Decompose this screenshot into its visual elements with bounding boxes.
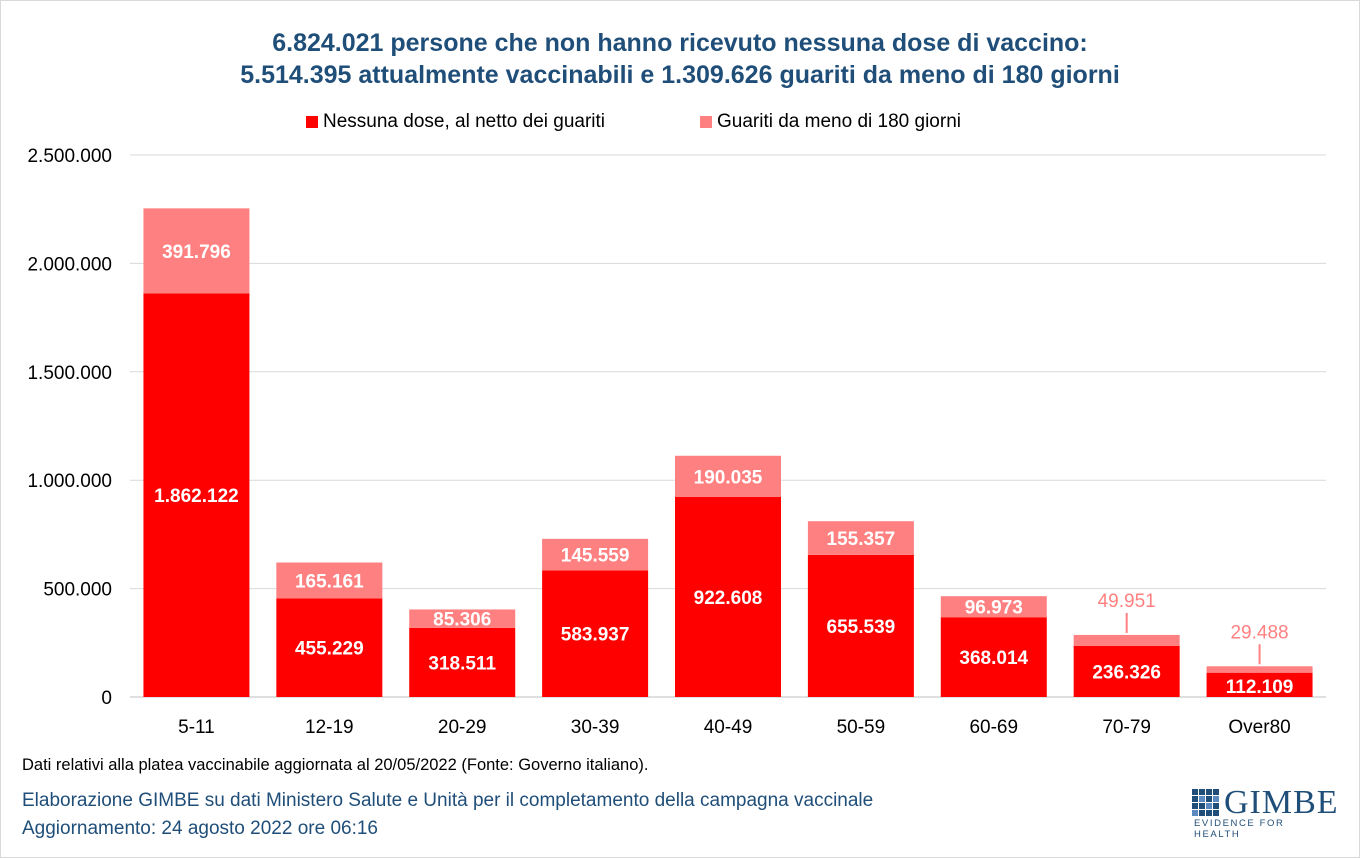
gimbe-logo: GIMBE EVIDENCE FOR HEALTH xyxy=(1192,785,1338,840)
bar-guariti xyxy=(1073,634,1180,646)
bar-guariti xyxy=(276,562,383,599)
x-tick-label: 40-49 xyxy=(704,717,753,738)
y-tick-label: 2.500.000 xyxy=(27,146,112,167)
data-label-guariti: 85.306 xyxy=(433,610,491,631)
y-tick-label: 2.000.000 xyxy=(27,254,112,275)
data-label-guariti: 391.796 xyxy=(162,242,231,263)
data-label-nessuna-dose: 455.229 xyxy=(295,639,364,660)
bar-nessuna-dose xyxy=(1206,672,1313,697)
data-label-guariti: 29.488 xyxy=(1230,622,1288,643)
data-label-guariti: 49.951 xyxy=(1098,591,1156,612)
data-label-guariti: 165.161 xyxy=(295,571,364,592)
x-tick-label: 60-69 xyxy=(969,717,1018,738)
gimbe-logo-name: GIMBE xyxy=(1224,784,1339,821)
data-label-nessuna-dose: 922.608 xyxy=(694,588,763,609)
bar-nessuna-dose xyxy=(675,496,781,697)
legend-swatch-guariti xyxy=(700,116,712,128)
bar-nessuna-dose xyxy=(143,293,250,697)
gimbe-logo-tagline: EVIDENCE FOR HEALTH xyxy=(1194,818,1285,840)
data-label-guariti: 145.559 xyxy=(561,546,630,567)
y-tick-label: 1.500.000 xyxy=(27,363,112,384)
data-label-guariti: 96.973 xyxy=(965,598,1023,619)
bar-guariti xyxy=(940,596,1047,618)
legend: Nessuna dose, al netto dei guariti Guari… xyxy=(0,110,1360,134)
legend-label-nessuna-dose: Nessuna dose, al netto dei guariti xyxy=(323,111,606,132)
legend-swatch-nessuna-dose xyxy=(306,116,318,128)
bar-nessuna-dose xyxy=(542,570,649,697)
gimbe-logo-icon xyxy=(1192,789,1219,816)
x-tick-label: Over80 xyxy=(1228,717,1290,738)
bar-guariti xyxy=(807,521,914,555)
chart-title-line2: 5.514.395 attualmente vaccinabili e 1.30… xyxy=(240,61,1120,89)
data-label-guariti: 155.357 xyxy=(827,529,896,550)
data-label-nessuna-dose: 236.326 xyxy=(1092,662,1161,683)
data-label-nessuna-dose: 655.539 xyxy=(827,617,896,638)
bar-guariti xyxy=(1206,666,1313,673)
x-tick-label: 12-19 xyxy=(305,717,354,738)
y-tick-label: 1.000.000 xyxy=(27,471,112,492)
data-label-nessuna-dose: 318.511 xyxy=(428,653,496,674)
x-tick-label: 70-79 xyxy=(1102,717,1151,738)
bar-guariti xyxy=(542,538,649,571)
bar-guariti xyxy=(143,208,250,294)
bar-nessuna-dose xyxy=(409,627,516,697)
data-label-nessuna-dose: 368.014 xyxy=(959,648,1028,669)
y-tick-label: 500.000 xyxy=(43,580,112,601)
data-note: Dati relativi alla platea vaccinabile ag… xyxy=(22,756,649,774)
x-tick-label: 20-29 xyxy=(438,717,487,738)
bar-guariti xyxy=(675,455,781,497)
source-line: Elaborazione GIMBE su dati Ministero Sal… xyxy=(22,790,874,811)
data-label-nessuna-dose: 112.109 xyxy=(1226,677,1294,698)
data-label-nessuna-dose: 583.937 xyxy=(561,625,630,646)
bar-nessuna-dose xyxy=(276,598,383,697)
x-tick-label: 50-59 xyxy=(837,717,886,738)
x-tick-label: 5-11 xyxy=(178,717,215,738)
legend-label-guariti: Guariti da meno di 180 giorni xyxy=(717,111,961,132)
y-tick-label: 0 xyxy=(101,688,112,709)
update-line: Aggiornamento: 24 agosto 2022 ore 06:16 xyxy=(22,818,378,839)
bar-nessuna-dose xyxy=(807,554,914,697)
data-label-guariti: 190.035 xyxy=(694,467,763,488)
bar-guariti xyxy=(409,609,516,628)
bar-nessuna-dose xyxy=(1073,645,1180,697)
x-tick-label: 30-39 xyxy=(571,717,620,738)
data-label-nessuna-dose: 1.862.122 xyxy=(154,486,239,507)
chart-title-line1: 6.824.021 persone che non hanno ricevuto… xyxy=(272,29,1088,57)
bar-nessuna-dose xyxy=(940,617,1047,697)
